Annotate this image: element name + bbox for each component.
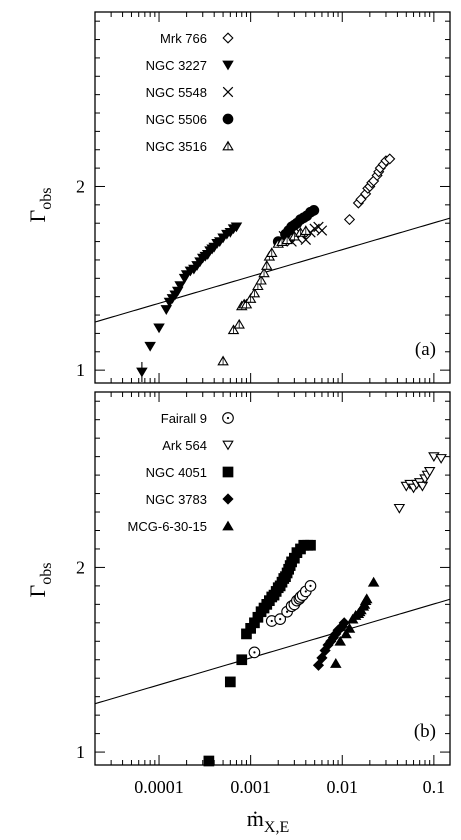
panel-a-data-point <box>308 205 320 216</box>
panel-b-data-point <box>343 622 356 633</box>
panel-b-legend-marker <box>222 520 234 531</box>
panel-b-x-tick-label: 0.01 <box>327 777 359 797</box>
panel-a-frame <box>94 11 451 384</box>
panel-a-series-1 <box>343 153 396 226</box>
panel-b-legend-label: NGC 3783 <box>146 492 207 507</box>
panel-b-series-2 <box>393 452 447 514</box>
panel-a: (a) Γobs 1 2 Mrk 766 NGC 3227 NGC 5548 NGC 55… <box>25 11 451 384</box>
panel-b-data-point <box>274 613 287 625</box>
panel-a-data-point <box>316 225 328 236</box>
panel-b-data-point <box>312 659 325 671</box>
panel-b-data-point <box>360 593 373 604</box>
panel-a-series-5 <box>217 225 312 366</box>
panel-b-data-point <box>304 580 317 592</box>
panel-a-legend-marker <box>222 140 234 151</box>
panel-b-y-axis-title: Γobs <box>25 563 55 598</box>
panel-b-data-point <box>334 635 346 646</box>
panel-b-legend-label: MCG-6-30-15 <box>128 519 207 534</box>
panel-a-data-point <box>300 225 312 235</box>
panel-a-series-4 <box>272 205 320 247</box>
panel-b-legend: Fairall 9 Ark 564 NGC 4051 NGC 3783 MCG-6-30… <box>128 411 234 534</box>
panel-b-data-point <box>305 539 316 551</box>
panel-b-legend-marker <box>222 493 234 505</box>
panel-a-data-point <box>265 247 278 257</box>
panel-a-data-point <box>144 341 156 352</box>
panel-b-data-point <box>236 654 248 666</box>
panel-b-data-point <box>340 628 352 639</box>
panel-b-x-tick-label: 0.1 <box>423 777 446 797</box>
panel-b-data-point <box>435 454 447 464</box>
panel-b-legend-label: Ark 564 <box>162 438 207 453</box>
panel-b-y-tick-label: 1 <box>76 742 85 762</box>
panel-b-data-point <box>416 481 429 492</box>
panel-a-legend-marker <box>222 32 234 44</box>
panel-b-series-1 <box>248 580 317 659</box>
panel-a-y-tick-label: 1 <box>76 360 85 380</box>
panel-b-label: (b) <box>414 721 436 742</box>
panel-a-data-point <box>384 153 396 165</box>
panel-b-series-4 <box>312 617 350 671</box>
panel-a-legend-label: NGC 3227 <box>146 58 207 73</box>
panel-a-legend-label: Mrk 766 <box>160 31 207 46</box>
panel-b-frame <box>94 391 451 766</box>
panel-b-y-tick-label: 2 <box>76 557 85 577</box>
panel-b-legend-label: NGC 4051 <box>146 465 207 480</box>
panel-a-data-point <box>233 318 245 329</box>
panel-a-legend-label: NGC 3516 <box>146 139 207 154</box>
x-axis-title: ṁX,E <box>247 806 289 836</box>
panel-a-data-point <box>217 355 229 366</box>
panel-b-data-point <box>330 658 342 668</box>
panel-a-data-point <box>309 223 320 234</box>
panel-b-data-point <box>224 676 236 688</box>
panel-a-data-point <box>174 281 186 292</box>
panel-b-data-point <box>393 503 406 514</box>
panel-a-legend-label: NGC 5548 <box>146 85 207 100</box>
panel-b-data-point <box>203 755 215 767</box>
panel-b-data-point <box>338 617 350 629</box>
panel-a-data-point <box>343 213 356 226</box>
panel-a-data-point <box>160 305 173 315</box>
panel-b-x-tick-label: 0.001 <box>230 777 271 797</box>
panel-b-series-5 <box>330 576 380 668</box>
panel-a-legend-label: NGC 5506 <box>146 112 207 127</box>
panel-b: (b) Γobs ṁX,E 1 2 0.0001 0.001 0.01 0.1 Fairal… <box>25 391 451 836</box>
panel-a-legend: Mrk 766 NGC 3227 NGC 5548 NGC 5506 NGC 3516 <box>146 31 234 154</box>
panel-a-y-axis-title: Γobs <box>25 188 55 223</box>
panel-a-data-point <box>227 324 240 335</box>
panel-b-legend-label: Fairall 9 <box>161 411 207 426</box>
panel-a-label: (a) <box>415 339 436 360</box>
panel-b-legend-marker <box>222 466 234 478</box>
panel-a-data-point <box>153 323 165 334</box>
panel-b-legend-marker <box>222 412 234 424</box>
panel-b-data-point <box>367 576 380 587</box>
panel-a-series-2 <box>136 222 243 382</box>
panel-a-legend-marker <box>222 60 234 71</box>
panel-a-legend-marker <box>222 86 234 98</box>
panel-a-y-tick-label: 2 <box>76 176 85 196</box>
panel-a-model-curve <box>95 217 450 323</box>
panel-b-legend-marker <box>222 440 234 451</box>
panel-b-x-tick-label: 0.0001 <box>134 777 184 797</box>
panel-a-data-point <box>230 222 243 233</box>
panel-a-legend-marker <box>222 113 234 125</box>
panel-b-model-curve <box>95 598 450 705</box>
panel-b-data-point <box>423 467 436 477</box>
panel-b-series-3 <box>203 539 316 767</box>
panel-a-data-point <box>261 260 273 270</box>
panel-b-data-point <box>316 652 328 664</box>
panel-b-data-point <box>248 646 261 659</box>
